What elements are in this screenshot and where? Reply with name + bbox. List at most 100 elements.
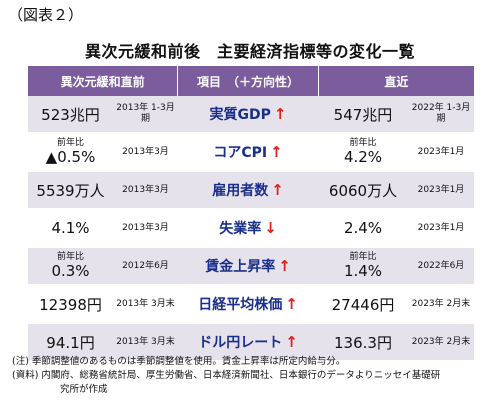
table-row: 5539万人 2013年3月 雇用者数 ↑ 6060万人 2023年1月 (28, 172, 474, 210)
before-prefix: 前年比 (56, 252, 84, 262)
before-value: 0.3% (51, 262, 90, 280)
recent-date: 2022年 1-3月期 (411, 103, 471, 124)
recent-value: 136.3円 (334, 333, 392, 352)
recent-date: 2023年1月 (417, 146, 465, 157)
figure-label: （図表２） (8, 6, 84, 24)
indicator-item: 雇用者数 ↑ (178, 172, 318, 208)
recent-value-box: 27446円 (318, 294, 408, 315)
table-body: 523兆円 2013年 1-3月期 実質GDP ↑ 547兆円 2022年 1-3月期 前年… (28, 96, 474, 362)
page-title: 異次元緩和前後 主要経済指標等の変化一覧 (84, 42, 415, 61)
recent-value: 27446円 (331, 295, 395, 314)
before-value: 5539万人 (36, 181, 105, 200)
recent-value-box: 前年比 4.2% (318, 138, 408, 166)
table-row: 4.1% 2013年3月 失業率 ↓ 2.4% 2023年1月 (28, 210, 474, 248)
table-row: 94.1円 2013年 3月末 ドル円レート ↑ 136.3円 2023年 2月末 (28, 324, 474, 362)
indicator-item: 実質GDP ↑ (178, 96, 318, 132)
indicator-name: 賃金上昇率 (205, 259, 276, 275)
recent-date: 2023年 2月末 (411, 336, 471, 347)
before-cell: 前年比 ▲0.5% 2013年3月 (28, 134, 178, 170)
recent-cell: 136.3円 2023年 2月末 (318, 324, 474, 360)
indicator-name: 雇用者数 (212, 183, 269, 199)
header-recent: 直近 (384, 74, 409, 89)
indicator-name: ドル円レート (198, 335, 283, 351)
direction-arrow-icon: ↑ (270, 143, 283, 161)
indicator-name: 日経平均株価 (198, 297, 283, 313)
direction-arrow-icon: ↑ (278, 257, 291, 275)
indicator-table: 異次元緩和直前 項目 （＋方向性） 直近 523兆円 2013年 1-3月期 実質G… (28, 66, 474, 362)
indicator-item: 失業率 ↓ (178, 210, 318, 246)
direction-arrow-icon: ↑ (271, 181, 284, 199)
recent-value-box: 前年比 1.4% (318, 252, 408, 280)
before-cell: 4.1% 2013年3月 (28, 210, 178, 246)
recent-prefix: 前年比 (349, 252, 377, 262)
before-value: 4.1% (51, 219, 90, 237)
footnotes: (注) 季節調整値のあるものは季節調整値を使用。賃金上昇率は所定内給与分。 (資… (12, 355, 492, 397)
header-item: 項目 （＋方向性） (177, 66, 319, 96)
header-before: 異次元緩和直前 (60, 74, 145, 89)
recent-value: 1.4% (343, 262, 383, 280)
recent-value-box: 547兆円 (318, 104, 408, 125)
before-value-box: 94.1円 (28, 332, 113, 353)
before-date: 2012年6月 (122, 260, 169, 271)
before-cell: 523兆円 2013年 1-3月期 (28, 96, 178, 132)
table-row: 523兆円 2013年 1-3月期 実質GDP ↑ 547兆円 2022年 1-3月期 (28, 96, 474, 134)
note-source-cont: 究所が作成 (60, 384, 108, 395)
indicator-item: 賃金上昇率 ↑ (178, 248, 318, 284)
table-header: 異次元緩和直前 項目 （＋方向性） 直近 (28, 66, 474, 96)
recent-value: 4.2% (343, 148, 383, 166)
recent-cell: 6060万人 2023年1月 (318, 172, 474, 208)
recent-value-box: 6060万人 (318, 180, 408, 201)
indicator-item: 日経平均株価 ↑ (178, 286, 318, 322)
recent-prefix: 前年比 (349, 138, 377, 148)
before-date: 2013年3月 (122, 146, 169, 157)
direction-arrow-icon: ↑ (285, 333, 298, 351)
before-value-box: 前年比 0.3% (28, 252, 113, 280)
direction-arrow-icon: ↑ (273, 105, 287, 123)
direction-arrow-icon: ↓ (264, 219, 277, 237)
indicator-name: 実質GDP (209, 107, 271, 123)
before-date: 2013年 1-3月期 (116, 103, 175, 124)
before-cell: 94.1円 2013年 3月末 (28, 324, 178, 360)
recent-value: 2.4% (343, 219, 383, 237)
before-value-box: 523兆円 (28, 104, 113, 125)
recent-cell: 前年比 1.4% 2022年6月 (318, 248, 474, 284)
recent-value: 6060万人 (328, 181, 398, 200)
table-row: 前年比 ▲0.5% 2013年3月 コアCPI ↑ 前年比 4.2% 2023年1月 (28, 134, 474, 172)
before-date: 2013年3月 (122, 184, 169, 195)
before-date: 2013年 3月末 (116, 336, 175, 347)
recent-value-box: 2.4% (318, 219, 408, 237)
indicator-name: コアCPI (213, 145, 268, 161)
recent-date: 2023年1月 (417, 184, 465, 195)
before-cell: 12398円 2013年 3月末 (28, 286, 178, 322)
indicator-name: 失業率 (219, 221, 262, 237)
before-value: 12398円 (39, 295, 102, 314)
recent-cell: 2.4% 2023年1月 (318, 210, 474, 246)
before-value: ▲0.5% (45, 148, 96, 166)
recent-date: 2023年1月 (417, 222, 465, 233)
before-cell: 前年比 0.3% 2012年6月 (28, 248, 178, 284)
before-cell: 5539万人 2013年3月 (28, 172, 178, 208)
indicator-item: ドル円レート ↑ (178, 324, 318, 360)
before-value-box: 4.1% (28, 219, 113, 237)
table-row: 前年比 0.3% 2012年6月 賃金上昇率 ↑ 前年比 1.4% 2022年6月 (28, 248, 474, 286)
recent-value-box: 136.3円 (318, 332, 408, 353)
recent-cell: 547兆円 2022年 1-3月期 (318, 96, 474, 132)
indicator-item: コアCPI ↑ (178, 134, 318, 170)
direction-arrow-icon: ↑ (285, 295, 298, 313)
table-row: 12398円 2013年 3月末 日経平均株価 ↑ 27446円 2023年 2月末 (28, 286, 474, 324)
before-date: 2013年3月 (122, 222, 169, 233)
note-source: (資料) 内閣府、総務省統計局、厚生労働省、日本経済新聞社、日本銀行のデータより… (12, 370, 441, 381)
before-value: 523兆円 (41, 105, 100, 124)
before-date: 2013年 3月末 (116, 298, 175, 309)
before-value-box: 前年比 ▲0.5% (28, 138, 113, 166)
note-seasonal: (注) 季節調整値のあるものは季節調整値を使用。賃金上昇率は所定内給与分。 (12, 356, 346, 367)
before-value-box: 12398円 (28, 294, 113, 315)
before-value-box: 5539万人 (28, 180, 113, 201)
recent-date: 2023年 2月末 (411, 298, 471, 309)
recent-value: 547兆円 (333, 105, 393, 124)
recent-cell: 前年比 4.2% 2023年1月 (318, 134, 474, 170)
before-value: 94.1円 (46, 333, 95, 352)
recent-date: 2022年6月 (417, 260, 465, 271)
before-prefix: 前年比 (56, 138, 84, 148)
recent-cell: 27446円 2023年 2月末 (318, 286, 474, 322)
